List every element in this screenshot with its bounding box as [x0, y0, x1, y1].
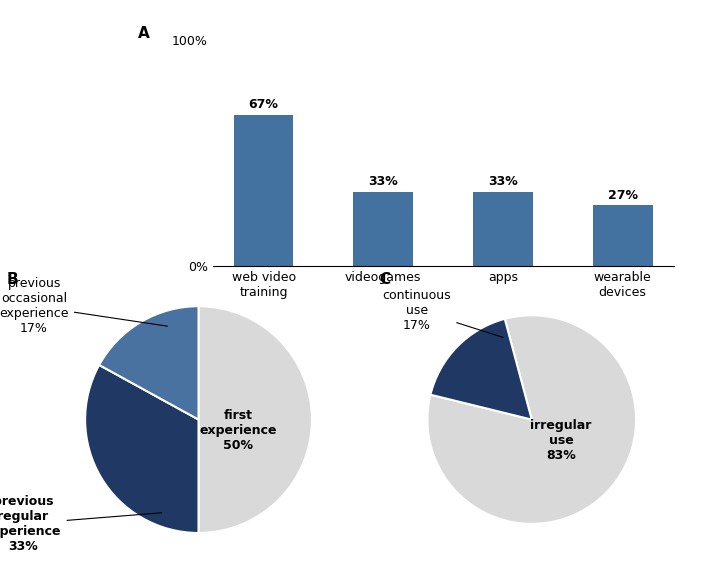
Bar — [593, 205, 652, 266]
Text: C: C — [379, 272, 391, 287]
Text: A: A — [138, 26, 150, 40]
Wedge shape — [85, 365, 199, 533]
Text: continuous
use
17%: continuous use 17% — [383, 289, 503, 337]
Text: first
experience
50%: first experience 50% — [199, 409, 277, 452]
Text: 33%: 33% — [488, 175, 518, 188]
Text: 33%: 33% — [369, 175, 398, 188]
Bar — [473, 192, 533, 266]
Wedge shape — [428, 315, 636, 524]
Wedge shape — [99, 306, 199, 420]
Text: irregular
use
83%: irregular use 83% — [530, 419, 591, 462]
Text: 67%: 67% — [249, 98, 279, 111]
Wedge shape — [430, 319, 532, 420]
Text: B: B — [7, 272, 18, 287]
Wedge shape — [199, 306, 312, 533]
Text: previous
occasional
experience
17%: previous occasional experience 17% — [0, 277, 167, 335]
Text: previous
regular
experience
33%: previous regular experience 33% — [0, 495, 162, 553]
Text: 27%: 27% — [608, 189, 637, 202]
Bar — [234, 115, 294, 266]
Bar — [353, 192, 413, 266]
